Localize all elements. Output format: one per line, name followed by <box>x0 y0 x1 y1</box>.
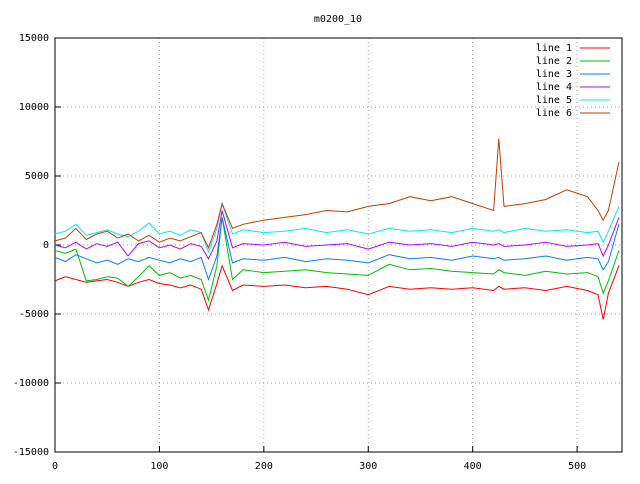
y-tick-label: -15000 <box>13 447 49 458</box>
data-line <box>54 138 620 250</box>
y-tick-label: -5000 <box>19 309 49 320</box>
legend-label: line 1 <box>536 43 572 54</box>
data-line <box>54 264 620 320</box>
data-line <box>54 217 620 282</box>
legend-label: line 3 <box>536 69 572 80</box>
data-line <box>54 210 620 260</box>
y-tick-label: 15000 <box>19 33 49 44</box>
x-tick-label: 500 <box>568 461 586 472</box>
x-tick-label: 0 <box>52 461 58 472</box>
y-tick-label: 0 <box>43 240 49 251</box>
x-tick-label: 200 <box>255 461 273 472</box>
data-line <box>54 217 620 302</box>
legend-label: line 2 <box>536 56 572 67</box>
x-tick-label: 400 <box>464 461 482 472</box>
legend-label: line 6 <box>536 108 572 119</box>
chart-title: m0200_10 <box>314 14 362 25</box>
legend-label: line 4 <box>536 82 572 93</box>
y-tick-label: 10000 <box>19 102 49 113</box>
x-tick-label: 100 <box>150 461 168 472</box>
legend-label: line 5 <box>536 95 572 106</box>
data-line <box>54 201 620 254</box>
y-tick-label: 5000 <box>25 171 49 182</box>
y-tick-label: -10000 <box>13 378 49 389</box>
x-tick-label: 300 <box>359 461 377 472</box>
